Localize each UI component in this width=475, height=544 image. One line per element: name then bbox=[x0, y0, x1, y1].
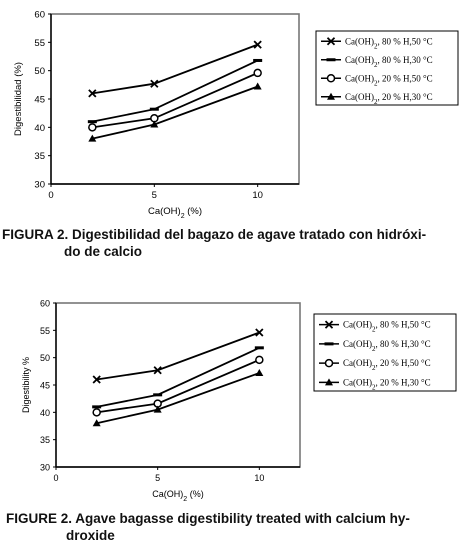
caption-line-1: FIGURA 2. Digestibilidad del bagazo de a… bbox=[2, 227, 427, 242]
legend-swatch-marker bbox=[326, 58, 336, 62]
legend-swatch-marker bbox=[324, 320, 334, 329]
chart-english-digestibility: 30 35 40 45 50 55 60 0 5 10 Ca(OH)2 (%) Digestibili… bbox=[21, 299, 457, 503]
figure-caption-english: FIGURE 2. Agave bagasse digestibility tr… bbox=[6, 510, 472, 544]
data-point-series-2 bbox=[153, 393, 163, 397]
y-tick-label: 50 bbox=[34, 66, 45, 77]
data-point-series-1 bbox=[150, 79, 159, 88]
y-tick-label: 40 bbox=[40, 408, 50, 418]
caption-line-2: do de calcio bbox=[64, 244, 143, 259]
data-point-series-1 bbox=[92, 375, 101, 384]
data-point-series-1 bbox=[253, 40, 262, 49]
legend-label-series-4: Ca(OH)2, 20 % H,30 °C bbox=[345, 92, 433, 106]
data-point-series-4 bbox=[153, 405, 162, 413]
legend-label-series-2: Ca(OH)2, 80 % H,30 °C bbox=[343, 339, 431, 353]
data-point-series-2 bbox=[87, 120, 97, 124]
y-tick-label: 55 bbox=[34, 38, 45, 49]
y-tick-label: 50 bbox=[40, 353, 50, 363]
data-point-series-3 bbox=[92, 408, 101, 417]
x-tick-label: 5 bbox=[152, 190, 157, 201]
y-tick-label: 35 bbox=[40, 435, 50, 445]
data-point-series-4 bbox=[88, 134, 97, 142]
x-tick-label: 5 bbox=[155, 473, 160, 483]
legend-swatch-marker bbox=[327, 92, 335, 100]
data-point-series-4 bbox=[253, 82, 262, 90]
legend-swatch-marker bbox=[325, 378, 333, 386]
x-tick-label: 10 bbox=[254, 473, 264, 483]
data-point-series-3 bbox=[255, 355, 264, 365]
legend-swatch-marker bbox=[324, 358, 334, 368]
y-tick-label: 30 bbox=[34, 180, 45, 191]
legend-label-series-3: Ca(OH)2, 20 % H,50 °C bbox=[345, 73, 433, 87]
legend-label-series-1: Ca(OH)2, 80 % H,50 °C bbox=[343, 320, 431, 334]
y-axis-label: Digestibility % bbox=[21, 357, 31, 413]
caption-line-1: FIGURE 2. Agave bagasse digestibility tr… bbox=[6, 511, 410, 526]
legend-label-series-3: Ca(OH)2, 20 % H,50 °C bbox=[343, 358, 431, 372]
data-point-series-3 bbox=[253, 68, 262, 78]
y-tick-label: 55 bbox=[40, 326, 50, 336]
figure-caption-spanish: FIGURA 2. Digestibilidad del bagazo de a… bbox=[2, 226, 472, 260]
legend-box bbox=[315, 30, 459, 106]
x-axis-label: Ca(OH)2 (%) bbox=[152, 489, 203, 503]
data-point-series-2 bbox=[254, 346, 264, 350]
y-tick-label: 60 bbox=[34, 10, 45, 21]
y-axis-label: Digestibilidad (%) bbox=[13, 62, 24, 136]
x-tick-label: 10 bbox=[252, 190, 263, 201]
y-tick-label: 40 bbox=[34, 123, 45, 134]
series-line-1 bbox=[96, 331, 260, 381]
caption-line-2: droxide bbox=[66, 528, 115, 543]
series-line-2 bbox=[92, 59, 259, 123]
legend-label-series-2: Ca(OH)2, 80 % H,30 °C bbox=[345, 55, 433, 69]
x-tick-label: 0 bbox=[53, 473, 58, 483]
series-line-1 bbox=[92, 43, 258, 95]
y-tick-label: 45 bbox=[40, 381, 50, 391]
data-point-series-2 bbox=[92, 405, 102, 409]
data-point-series-1 bbox=[88, 89, 97, 98]
y-tick-label: 45 bbox=[34, 95, 45, 106]
y-tick-label: 30 bbox=[40, 463, 50, 473]
y-tick-label: 60 bbox=[40, 299, 50, 309]
data-point-series-1 bbox=[153, 366, 162, 375]
series-line-4 bbox=[92, 85, 258, 140]
data-point-series-2 bbox=[253, 58, 263, 62]
data-point-series-4 bbox=[92, 419, 101, 427]
legend-swatch-marker bbox=[326, 74, 336, 83]
data-point-series-3 bbox=[88, 123, 97, 132]
data-point-series-4 bbox=[150, 120, 159, 128]
legend-swatch-marker bbox=[326, 37, 336, 46]
legend-label-series-4: Ca(OH)2, 20 % H,30 °C bbox=[343, 377, 431, 391]
legend-label-series-1: Ca(OH)2, 80 % H,50 °C bbox=[345, 36, 433, 50]
x-axis-label: Ca(OH)2 (%) bbox=[148, 206, 202, 220]
x-tick-label: 0 bbox=[48, 190, 53, 201]
legend-box bbox=[313, 313, 457, 392]
y-tick-label: 35 bbox=[34, 151, 45, 162]
data-point-series-1 bbox=[255, 328, 264, 337]
chart-spanish-digestibility: 30 35 40 45 50 55 60 0 5 10 Ca(OH)2 (%) Digestibili… bbox=[13, 10, 459, 220]
series-line-4 bbox=[96, 372, 260, 425]
legend-swatch-marker bbox=[324, 342, 334, 346]
data-point-series-4 bbox=[255, 368, 264, 376]
data-point-series-2 bbox=[149, 107, 159, 111]
series-line-2 bbox=[96, 347, 260, 408]
